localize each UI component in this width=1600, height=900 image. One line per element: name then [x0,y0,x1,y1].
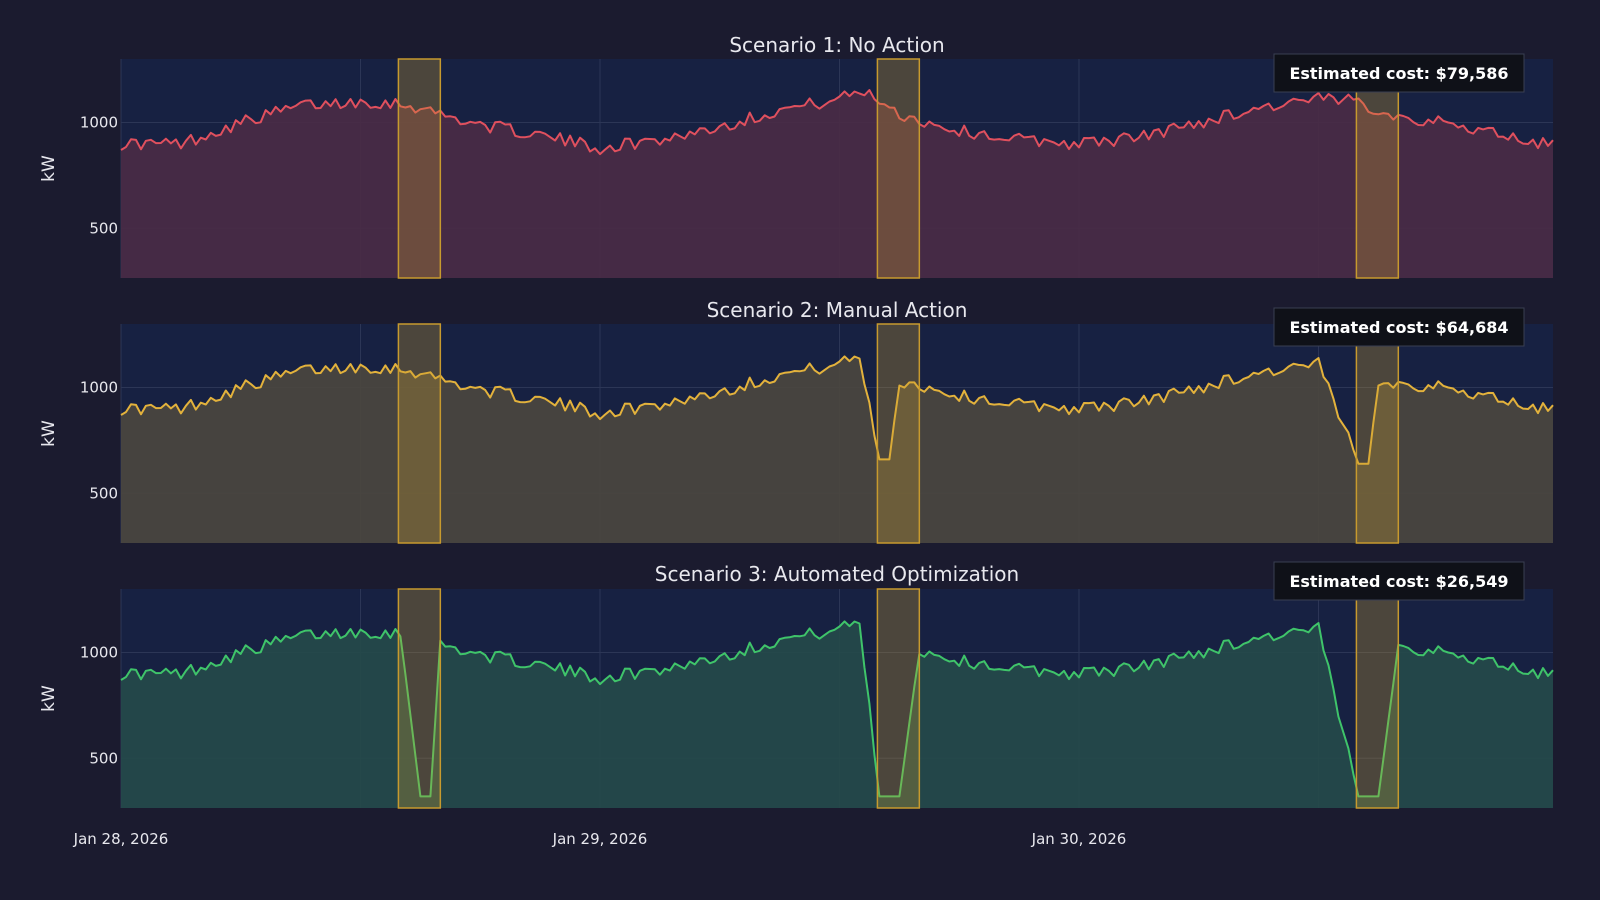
y-axis-label: kW [39,685,59,712]
x-tick-label: Jan 28, 2026 [73,830,169,848]
series-area [121,621,1553,808]
highlight-window-2 [876,58,921,279]
cost-annotation-text: Estimated cost: $79,586 [1289,64,1508,83]
panel-3: 500 1000 kW Scenario 3: Automated Optimizat… [39,561,1554,809]
highlight-window-1 [397,588,442,809]
y-axis-label: kW [39,155,59,182]
panel-title: Scenario 2: Manual Action [707,298,968,322]
y-tick-label: 1000 [80,643,118,661]
panel-2: 500 1000 kW Scenario 2: Manual Action Estima… [39,298,1554,544]
y-tick-label: 500 [89,749,118,767]
series-area [121,90,1553,278]
panel-title: Scenario 3: Automated Optimization [655,562,1019,586]
highlight-window-2 [876,323,921,544]
highlight-window-3 [1355,58,1400,279]
x-tick-label: Jan 29, 2026 [552,830,648,848]
panel-1: 500 1000 kW Scenario 1: No Action Estimated … [39,33,1554,279]
y-axis-label: kW [39,420,59,447]
series-line [120,355,1554,465]
cost-annotation-box [1273,53,1525,93]
x-tick-label: Jan 30, 2026 [1031,830,1127,848]
y-tick-label: 500 [89,219,118,237]
highlight-window-1 [397,58,442,279]
cost-annotation-text: Estimated cost: $26,549 [1289,572,1508,591]
series-line [120,89,1554,156]
highlight-window-2 [876,588,921,809]
highlight-window-3 [1355,588,1400,809]
series-area [121,356,1553,543]
cost-annotation-box [1273,307,1525,347]
highlight-window-3 [1355,323,1400,544]
y-tick-label: 500 [89,484,118,502]
cost-annotation-box [1273,561,1525,601]
cost-annotation-text: Estimated cost: $64,684 [1289,318,1508,337]
highlight-window-1 [397,323,442,544]
series-line [120,620,1554,798]
y-tick-label: 1000 [80,113,118,131]
panel-title: Scenario 1: No Action [729,33,944,57]
y-tick-label: 1000 [80,378,118,396]
